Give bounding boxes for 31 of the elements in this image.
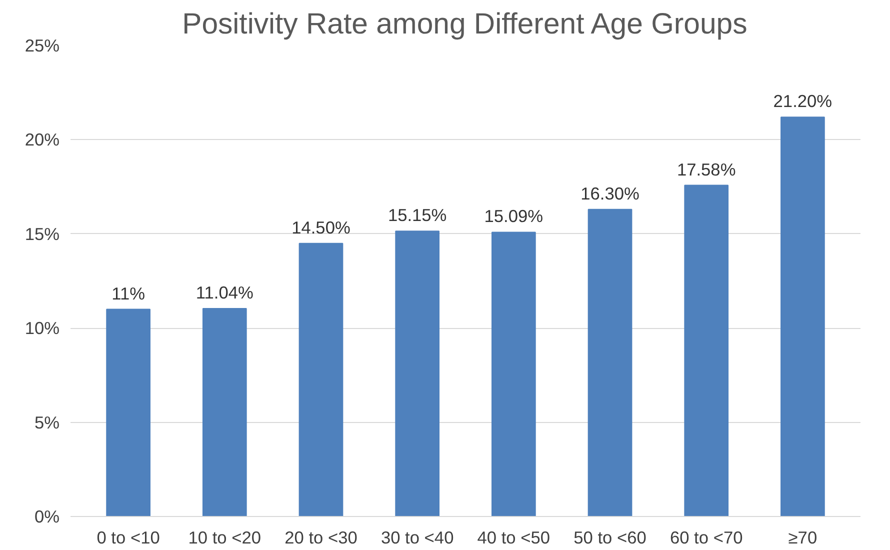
chart-title: Positivity Rate among Different Age Groups <box>182 8 748 40</box>
y-tick-label: 10% <box>24 318 60 338</box>
x-tick-label: 20 to <30 <box>284 528 358 548</box>
data-label: 16.30% <box>580 183 640 204</box>
bar <box>588 208 632 516</box>
data-label: 15.15% <box>388 205 447 226</box>
y-tick-label: 5% <box>34 412 60 432</box>
data-label: 15.09% <box>484 206 544 226</box>
data-label: 11.04% <box>196 282 254 303</box>
bar <box>491 232 536 516</box>
x-tick-label: 30 to <40 <box>380 528 454 548</box>
data-label: 17.58% <box>676 159 736 180</box>
y-tick-label: 25% <box>24 36 60 56</box>
x-tick-label: 40 to <50 <box>477 528 550 548</box>
x-tick-label: 10 to <20 <box>188 528 262 548</box>
bar <box>298 242 344 516</box>
x-tick-label: 60 to <70 <box>670 528 743 548</box>
data-label: 11% <box>112 283 146 304</box>
x-tick-label: 0 to <10 <box>96 528 160 548</box>
bar <box>106 308 150 516</box>
bar <box>684 184 729 516</box>
x-tick-label: ≥70 <box>788 528 818 548</box>
data-label: 14.50% <box>292 217 350 238</box>
data-label: 21.20% <box>773 91 832 112</box>
y-tick-label: 20% <box>24 130 60 150</box>
y-tick-label: 15% <box>24 224 60 244</box>
bar <box>202 308 247 516</box>
x-tick-label: 50 to <60 <box>574 528 646 548</box>
y-tick-label: 0% <box>34 506 60 526</box>
bar <box>395 230 440 516</box>
bar <box>780 116 825 516</box>
